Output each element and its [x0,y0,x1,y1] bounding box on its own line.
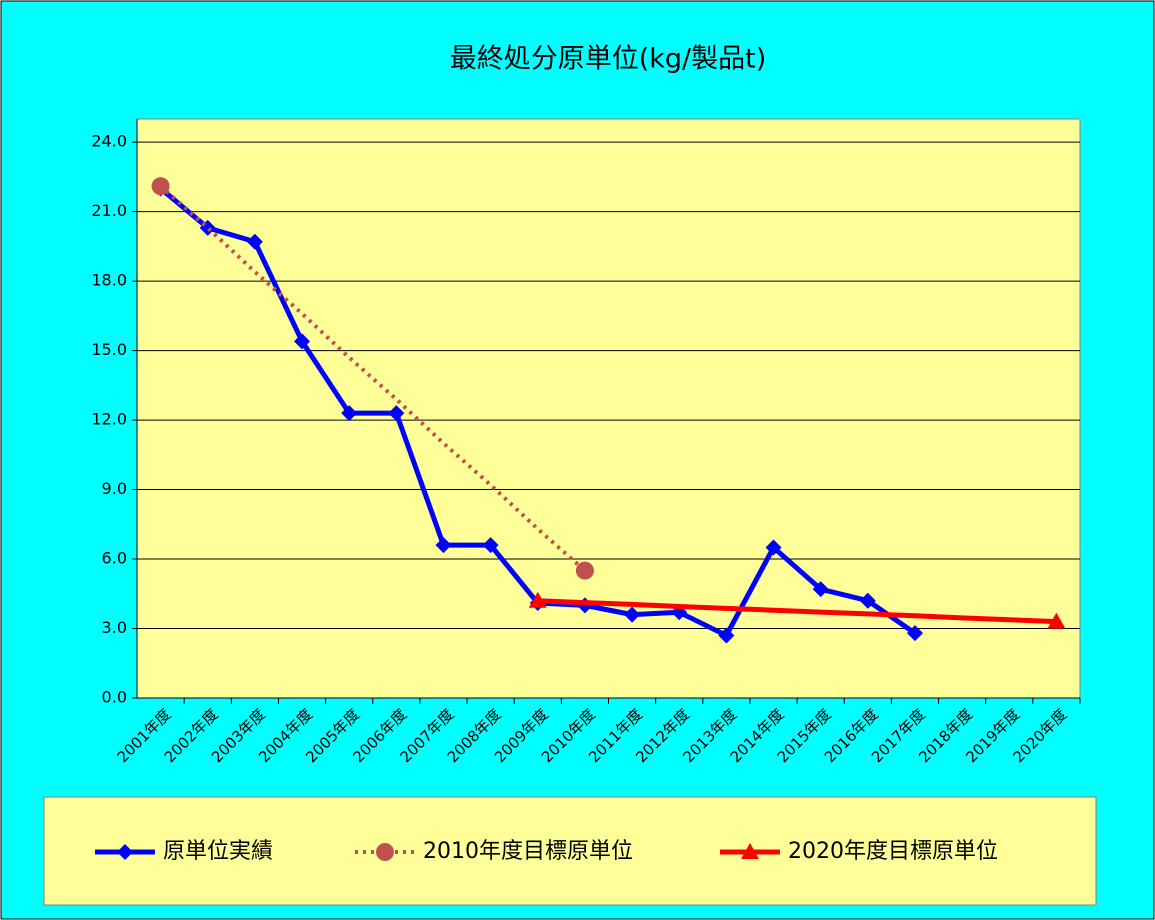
y-tick-label: 9.0 [102,479,127,498]
data-point [388,405,405,422]
y-tick-label: 6.0 [102,549,127,568]
y-tick-label: 21.0 [91,201,127,220]
data-point [1047,612,1066,629]
data-point [575,561,594,580]
y-tick-label: 0.0 [102,688,127,707]
legend-box [43,796,1097,906]
chart-title: 最終処分原単位(kg/製品t) [450,44,767,75]
legend-label: 2020年度目標原単位 [788,839,998,864]
y-tick-label: 15.0 [91,340,127,359]
y-tick-label: 12.0 [91,410,127,429]
data-point [246,233,263,250]
data-point [341,405,358,422]
data-point [528,591,547,608]
y-tick-label: 18.0 [91,271,127,290]
legend-label: 2010年度目標原単位 [423,839,633,864]
legend-marker [741,843,759,859]
data-point [718,627,735,644]
y-tick-label: 3.0 [102,618,127,637]
data-point [482,537,499,554]
legend-label: 原単位実績 [163,839,273,864]
data-point [765,539,782,556]
legend-marker [117,844,133,860]
data-point [812,581,829,598]
series-line [537,598,1057,625]
data-point [624,606,641,623]
data-point [435,537,452,554]
data-point [906,625,923,642]
legend-marker [376,843,394,861]
data-point [151,177,170,196]
data-point [859,592,876,609]
y-tick-label: 24.0 [91,132,127,151]
data-point [294,333,311,350]
